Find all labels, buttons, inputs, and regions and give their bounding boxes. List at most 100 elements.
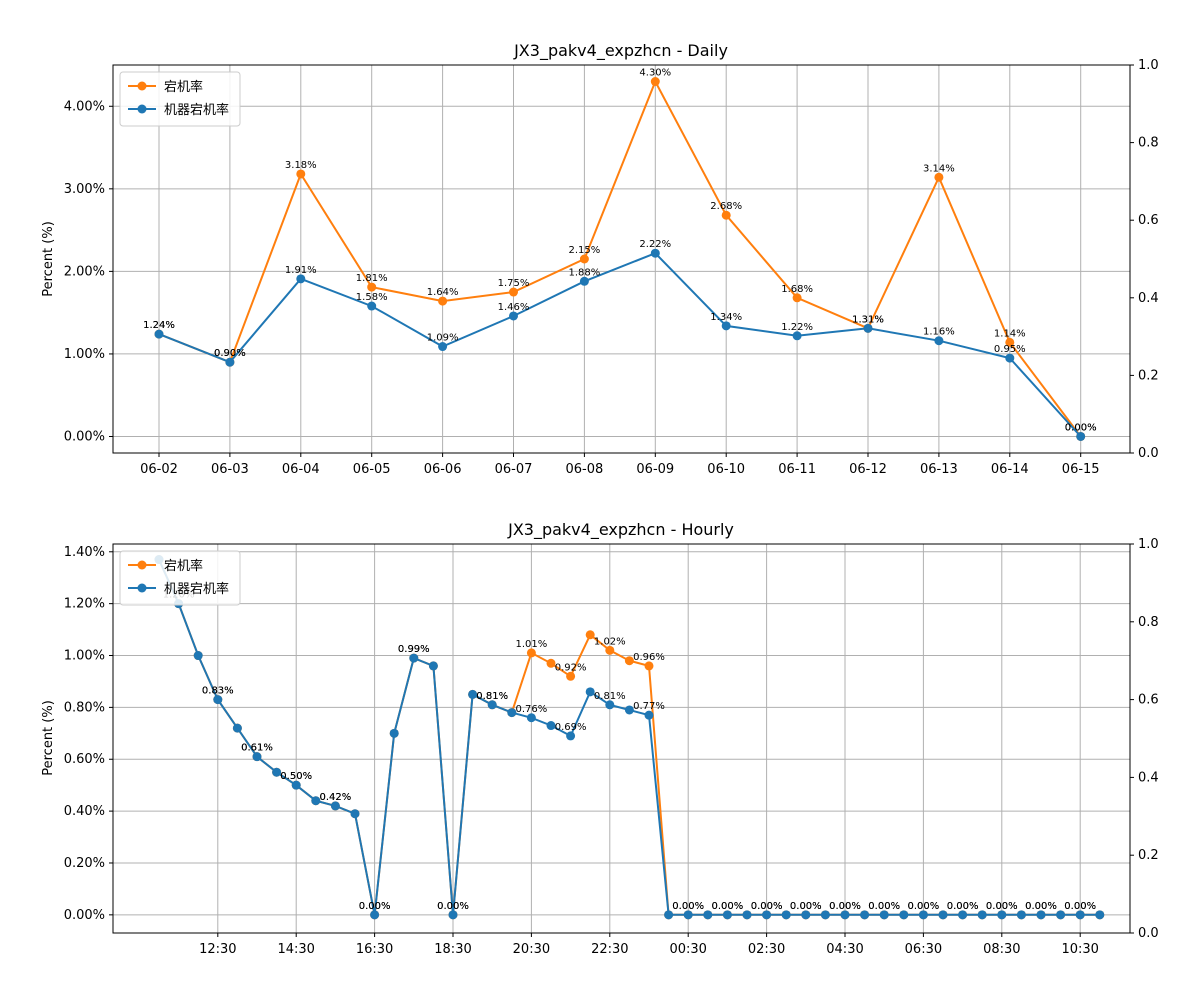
daily-x-tick-label: 06-03 (211, 462, 249, 477)
hourly-series-1-point (1036, 910, 1046, 920)
hourly-x-tick-label: 06:30 (905, 942, 942, 957)
hourly-series-0-data-label: 0.00% (790, 901, 822, 912)
hourly-x-tick-label: 20:30 (513, 942, 550, 957)
daily-y-tick-label: 1.00% (64, 347, 105, 362)
hourly-chart: JX3_pakv4_expzhcn - Hourly Percent (%) 0… (41, 520, 1159, 957)
hourly-x-tick-label: 22:30 (591, 942, 628, 957)
hourly-series-0-point (526, 648, 536, 658)
daily-series-1-data-label: 0.95% (994, 344, 1026, 355)
hourly-series-1-point (1056, 910, 1066, 920)
hourly-series-0-data-label: 0.50% (280, 771, 312, 782)
hourly-y-tick-label: 0.80% (64, 700, 105, 715)
daily-x-tick-label: 06-02 (140, 462, 178, 477)
hourly-series-1-point (389, 728, 399, 738)
hourly-series-1-data-label: 0.42% (320, 792, 352, 803)
hourly-x-ticks: 12:30 14:30 16:30 18:30 20:30 22:30 00:30 02:30… (199, 933, 1099, 957)
daily-series-1-point (934, 336, 944, 346)
hourly-x-tick-label: 18:30 (434, 942, 471, 957)
hourly-series-0-data-label: 0.00% (712, 901, 744, 912)
hourly-series-1-data-label: 0.00% (672, 901, 704, 912)
daily-series-0-data-label: 1.68% (781, 284, 813, 295)
hourly-series-1-point (252, 752, 262, 762)
daily-series-0-point (1005, 337, 1015, 347)
hourly-series-0-point (546, 658, 556, 668)
hourly-series-1-data-label: 0.00% (712, 901, 744, 912)
hourly-x-tick-label: 10:30 (1061, 942, 1098, 957)
daily-series-0-data-label: 1.14% (994, 328, 1026, 339)
daily-y2-tick-label: 0.6 (1138, 213, 1159, 228)
hourly-y-tick-label: 0.00% (64, 908, 105, 923)
hourly-y2-ticks: 0.0 0.2 0.4 0.6 0.8 1.0 (1130, 537, 1159, 941)
daily-series-0-data-label: 1.64% (427, 287, 459, 298)
hourly-series-1-point (605, 700, 615, 710)
hourly-series-1-data-label: 0.00% (790, 901, 822, 912)
daily-series-1-data-label: 1.58% (356, 292, 388, 303)
hourly-series-1-point (291, 780, 301, 790)
daily-y2-tick-label: 0.2 (1138, 368, 1159, 383)
hourly-y2-tick-label: 0.4 (1138, 770, 1159, 785)
hourly-x-tick-label: 08:30 (983, 942, 1020, 957)
hourly-series-0-data-label: 0.00% (1025, 901, 1057, 912)
hourly-series-1-point (624, 705, 634, 715)
hourly-series-1-point (448, 910, 458, 920)
daily-series-0-point (579, 254, 589, 264)
hourly-series-1-point (566, 731, 576, 741)
hourly-legend-label-1: 机器宕机率 (164, 581, 229, 597)
daily-chart-title: JX3_pakv4_expzhcn - Daily (513, 41, 728, 61)
hourly-series-0-point (605, 645, 615, 655)
hourly-series-1-point (232, 723, 242, 733)
daily-y-ticks: 0.00% 1.00% 2.00% 3.00% 4.00% (64, 99, 113, 444)
hourly-series-1-point (703, 910, 713, 920)
hourly-series-1-data-label: 0.00% (751, 901, 783, 912)
hourly-series-1-data-label: 0.00% (437, 901, 469, 912)
daily-y2-tick-label: 0.4 (1138, 291, 1159, 306)
hourly-series-1-point (546, 721, 556, 731)
daily-series-1-data-label: 1.24% (143, 320, 175, 331)
daily-x-tick-label: 06-12 (849, 462, 887, 477)
hourly-series-0-data-label: 0.00% (1064, 901, 1096, 912)
hourly-series-1-point (468, 689, 478, 699)
hourly-series-1-point (977, 910, 987, 920)
hourly-series-1-data-label: 0.00% (359, 901, 391, 912)
hourly-series-1-data-label: 0.76% (516, 704, 548, 715)
daily-y2-tick-label: 0.8 (1138, 136, 1159, 151)
hourly-series-1-point (781, 910, 791, 920)
daily-legend-label-0: 宕机率 (164, 79, 203, 95)
hourly-series-1-point (1095, 910, 1105, 920)
hourly-series-1-point (840, 910, 850, 920)
daily-series-0-data-label: 3.18% (285, 160, 317, 171)
daily-x-tick-label: 06-10 (707, 462, 745, 477)
hourly-series-0-data-label: 0.00% (986, 901, 1018, 912)
hourly-series-1-point (526, 713, 536, 723)
daily-series-1-data-label: 1.46% (498, 302, 530, 313)
daily-series-1-data-label: 1.16% (923, 327, 955, 338)
hourly-x-tick-label: 16:30 (356, 942, 393, 957)
daily-x-tick-label: 06-04 (282, 462, 320, 477)
hourly-series-1-point (330, 801, 340, 811)
hourly-y2-tick-label: 0.8 (1138, 615, 1159, 630)
daily-y-tick-label: 4.00% (64, 99, 105, 114)
hourly-series-0-data-label: 0.81% (476, 691, 508, 702)
daily-series-1-data-label: 1.88% (569, 267, 601, 278)
hourly-series-0-data-label: 0.96% (633, 652, 665, 663)
hourly-series-1-data-label: 0.50% (280, 771, 312, 782)
daily-series-1-data-label: 1.34% (710, 312, 742, 323)
hourly-legend-label-0: 宕机率 (164, 558, 203, 574)
hourly-series-1-point (1016, 910, 1026, 920)
daily-series-1-point (1076, 431, 1086, 441)
hourly-series-1-point (409, 653, 419, 663)
hourly-series-0-point (624, 656, 634, 666)
hourly-series-1-point (507, 708, 517, 718)
daily-series-1-data-label: 1.31% (852, 314, 884, 325)
hourly-series-0-data-label: 0.92% (555, 662, 587, 673)
hourly-series-1-point (879, 910, 889, 920)
hourly-series-1-point (487, 700, 497, 710)
daily-series-0-data-label: 3.14% (923, 163, 955, 174)
daily-series-1-point (225, 357, 235, 367)
hourly-series-1-point (683, 910, 693, 920)
daily-series-1-data-label: 1.22% (781, 322, 813, 333)
hourly-series-1-data-label: 0.00% (908, 901, 940, 912)
hourly-series-1-point (585, 687, 595, 697)
